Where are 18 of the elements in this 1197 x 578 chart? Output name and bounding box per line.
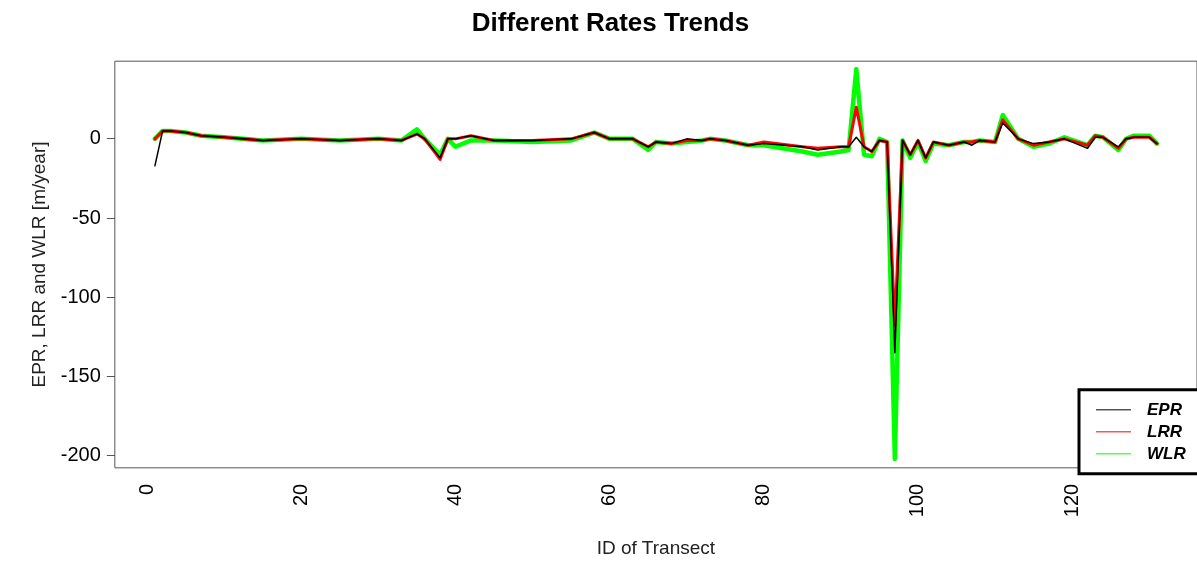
x-tick-label: 60 [597, 483, 620, 507]
y-tick-label: -150 [60, 364, 101, 387]
y-axis-title: EPR, LRR and WLR [m/year] [27, 141, 49, 388]
x-tick-label: 80 [751, 483, 774, 507]
x-tick-label: 40 [443, 483, 466, 507]
x-tick-label: 20 [288, 483, 311, 507]
x-tick-label: 100 [905, 483, 928, 518]
legend-label: LRR [1147, 421, 1183, 441]
y-tick-label: -50 [71, 205, 101, 228]
x-tick-label: 0 [134, 483, 157, 495]
x-tick-label: 120 [1059, 483, 1082, 518]
legend-label: EPR [1147, 399, 1183, 419]
chart-title: Different Rates Trends [471, 6, 750, 37]
y-tick-label: -200 [60, 443, 101, 466]
x-axis-title: ID of Transect [596, 536, 716, 558]
y-tick-label: -100 [60, 284, 101, 307]
y-tick-label: 0 [89, 126, 101, 149]
legend-label: WLR [1147, 443, 1187, 463]
